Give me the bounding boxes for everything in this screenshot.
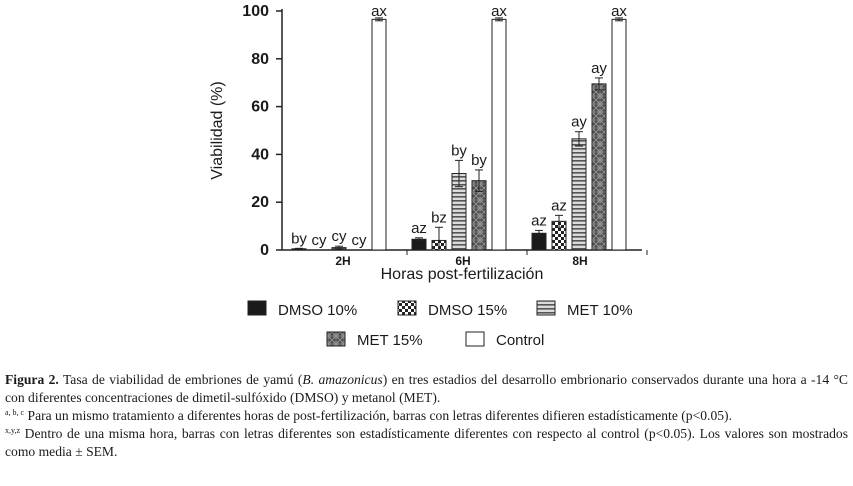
figure-label: Figura 2. (5, 372, 59, 387)
x-axis-label: Horas post-fertilización (381, 266, 544, 283)
bar (491, 18, 507, 251)
bar (591, 83, 607, 251)
significance-label: by (451, 142, 467, 159)
significance-label: by (471, 152, 487, 169)
y-axis-label: Viabilidad (%) (209, 81, 226, 179)
legend-label: DMSO 10% (278, 302, 357, 319)
significance-label: az (551, 197, 567, 214)
caption-text: Tasa de viabilidad de embriones de yamú … (58, 372, 303, 387)
chart-bars (291, 17, 627, 251)
note-abc-superscript: a, b, c (5, 408, 25, 417)
significance-label: cy (332, 228, 348, 245)
legend-label: Control (496, 332, 544, 349)
chart-axes: 0 20 40 60 80 100 Viabilidad (%) Horas post-fer… (209, 3, 648, 283)
significance-label: cy (352, 232, 368, 249)
y-tick-label: 100 (242, 3, 269, 20)
bar (371, 18, 387, 251)
y-tick-label: 80 (251, 51, 269, 68)
species-name: B. amazonicus (302, 372, 383, 387)
significance-label: ay (571, 114, 587, 131)
legend-label: MET 15% (357, 332, 423, 349)
x-tick-label: 6H (455, 254, 470, 268)
legend-label: MET 10% (567, 302, 633, 319)
caption-note-abc: a, b, c Para un mismo tratamiento a dife… (5, 407, 848, 425)
significance-label: ax (371, 3, 387, 20)
caption-text-rest: ) en tres estadios del desarrollo embrio… (5, 372, 848, 405)
note-xyz-superscript: x,y,z (5, 426, 21, 435)
x-tick-label: 2H (335, 254, 350, 268)
significance-label: ax (611, 3, 627, 20)
caption-note-xyz: x,y,z Dentro de una misma hora, barras c… (5, 425, 848, 461)
significance-label: by (291, 230, 307, 247)
y-tick-label: 40 (251, 146, 269, 163)
bar (571, 138, 587, 251)
chart-legend: DMSO 10% DMSO 15% MET 10% MET 15% Control (247, 300, 633, 349)
legend-swatch (465, 331, 485, 347)
legend-swatch (536, 300, 556, 316)
bar-chart: 0 20 40 60 80 100 Viabilidad (%) Horas post-fer… (209, 3, 648, 349)
y-tick-label: 20 (251, 194, 269, 211)
significance-label: ax (491, 3, 507, 20)
significance-label: az (411, 220, 427, 237)
figure-caption: Figura 2. Tasa de viabilidad de embrione… (5, 371, 848, 461)
legend-label: DMSO 15% (428, 302, 507, 319)
y-tick-label: 0 (260, 242, 269, 259)
caption-main: Figura 2. Tasa de viabilidad de embrione… (5, 371, 848, 407)
significance-label: az (531, 212, 547, 229)
y-tick-label: 60 (251, 99, 269, 116)
x-tick-label: 8H (572, 254, 587, 268)
legend-swatch (247, 300, 267, 316)
note-xyz-text: Dentro de una misma hora, barras con let… (5, 426, 848, 459)
bar (611, 18, 627, 251)
legend-swatch (326, 331, 346, 347)
note-abc-text: Para un mismo tratamiento a diferentes h… (24, 408, 732, 423)
significance-label: ay (591, 60, 607, 77)
significance-label: cy (312, 232, 328, 249)
significance-label: bz (431, 209, 447, 226)
legend-swatch (397, 300, 417, 316)
